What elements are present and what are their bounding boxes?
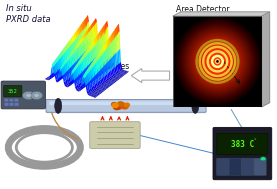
Polygon shape: [173, 12, 270, 16]
FancyBboxPatch shape: [46, 99, 206, 112]
Circle shape: [112, 103, 117, 106]
Circle shape: [114, 105, 120, 110]
FancyBboxPatch shape: [46, 99, 206, 113]
Text: Area Detector: Area Detector: [176, 5, 229, 14]
Circle shape: [121, 104, 128, 109]
FancyBboxPatch shape: [4, 85, 22, 97]
FancyBboxPatch shape: [4, 103, 9, 106]
Ellipse shape: [16, 133, 72, 162]
Text: Nanocrystallites: Nanocrystallites: [67, 62, 129, 71]
FancyBboxPatch shape: [49, 101, 203, 105]
Circle shape: [119, 103, 125, 107]
Circle shape: [215, 59, 220, 64]
FancyBboxPatch shape: [4, 98, 9, 102]
Text: In situ
PXRD data: In situ PXRD data: [6, 4, 50, 24]
FancyBboxPatch shape: [217, 158, 229, 175]
Circle shape: [26, 94, 31, 97]
Circle shape: [22, 91, 35, 100]
Circle shape: [116, 105, 122, 109]
Circle shape: [216, 60, 219, 63]
Text: 383 C: 383 C: [231, 140, 254, 149]
Circle shape: [124, 103, 129, 107]
Polygon shape: [262, 12, 270, 107]
Circle shape: [260, 157, 266, 161]
FancyArrow shape: [131, 69, 170, 83]
Circle shape: [30, 91, 43, 100]
Text: 352: 352: [8, 89, 18, 94]
Text: °: °: [253, 138, 256, 143]
FancyBboxPatch shape: [14, 98, 19, 102]
Ellipse shape: [55, 98, 62, 113]
Circle shape: [34, 94, 39, 97]
FancyBboxPatch shape: [14, 103, 19, 106]
FancyBboxPatch shape: [229, 158, 241, 175]
FancyBboxPatch shape: [90, 122, 140, 149]
Circle shape: [117, 102, 124, 106]
FancyBboxPatch shape: [1, 81, 45, 109]
Text: Synchrotron: Synchrotron: [21, 143, 68, 152]
Text: ×: ×: [205, 98, 213, 108]
FancyBboxPatch shape: [217, 133, 268, 155]
Circle shape: [112, 103, 118, 108]
FancyBboxPatch shape: [9, 98, 14, 102]
FancyBboxPatch shape: [242, 158, 254, 175]
FancyBboxPatch shape: [254, 158, 266, 175]
FancyBboxPatch shape: [213, 127, 272, 180]
FancyBboxPatch shape: [9, 103, 14, 106]
Ellipse shape: [192, 98, 199, 113]
